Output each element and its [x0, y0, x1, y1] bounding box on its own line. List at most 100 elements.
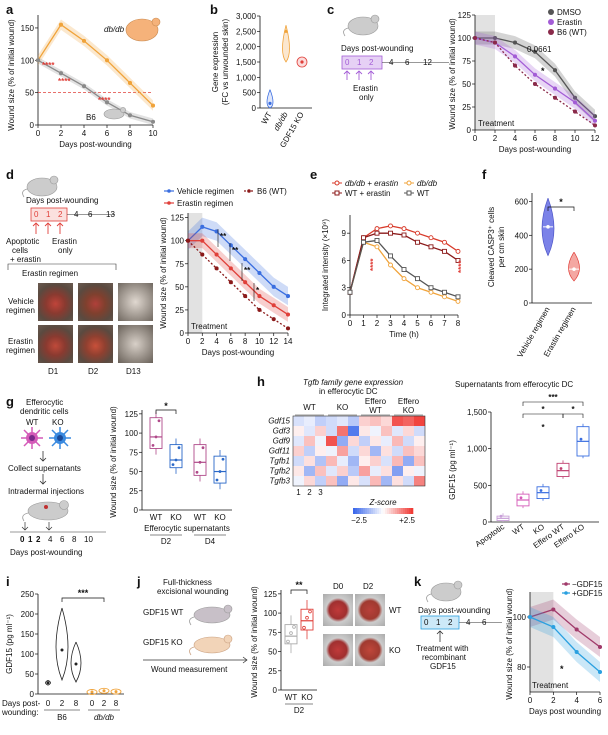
e-ytick-label: 3: [342, 284, 347, 293]
c-series-erastin-point: [512, 54, 518, 59]
heatmap-cell: [381, 456, 392, 466]
j-title-1: Full-thickness: [163, 578, 212, 587]
e-xtick-label: 2: [375, 319, 380, 328]
f-ylabel-1: Cleaved CASP3⁺ cells: [487, 207, 496, 287]
d-series-b6-point: [257, 307, 262, 312]
d-series-erastin-point: [228, 266, 233, 271]
d-star-3: *: [256, 286, 260, 295]
heatmap-cell: [370, 476, 381, 486]
zscore-bar-segment: [397, 508, 400, 514]
heatmap-cell: [381, 416, 392, 426]
f-ytick-label: 200: [515, 265, 529, 274]
j-ytick-label: 25: [268, 667, 277, 676]
e-series-dbdb-erastin-point: [374, 226, 380, 232]
panel-label-c: c: [327, 2, 335, 17]
d-xtick-label: 14: [284, 337, 293, 346]
timeline-day-k-3: 4: [466, 618, 471, 627]
d-series-erastin-point: [285, 312, 291, 317]
g-point-3-1: [218, 470, 222, 473]
wound-photo-wt-d0: [323, 594, 353, 626]
k-series-plus-point: [574, 649, 579, 655]
heatmap-cell: [359, 456, 370, 466]
d-ytick-label: 100: [171, 237, 185, 246]
i-ytick-label: 100: [21, 650, 35, 659]
panel-b: b 0 500 1,000 1,500 2,000 2,500 3,000 Gene expr…: [208, 0, 318, 150]
i-point-1: [60, 648, 64, 652]
zscore-bar-segment: [369, 508, 372, 514]
c-xlabel: Days post-wounding: [499, 145, 571, 154]
i-xtick-1: 2: [60, 699, 65, 708]
e-series-wt-point: [455, 294, 461, 300]
a-ytick-label: 100: [21, 56, 35, 65]
e-series-wt-erastin-point: [455, 258, 461, 263]
j-xcat-ko: KO: [301, 693, 313, 702]
heatmap-group-effero-ko-2: KO: [403, 406, 415, 415]
e-legend-marker-0: [334, 180, 340, 186]
heatmap-cell: [326, 456, 337, 466]
g-group-d4: D4: [205, 537, 216, 546]
c-series-dmso-point: [492, 35, 498, 41]
j-point-0-2: [292, 625, 296, 629]
h-star-2: *: [571, 405, 575, 414]
heatmap-row-label-4: Tgfb1: [270, 457, 290, 466]
c-series-b6-point: [532, 81, 538, 87]
heatmap-group-effero-ko-1: Effero: [398, 397, 420, 406]
heatmap-group-ko: KO: [337, 403, 349, 412]
wound-photo-vehicle-d1: [38, 283, 73, 321]
d-legend-label-1: Erastin regimen: [177, 199, 233, 208]
k-xtick-label: 0: [528, 696, 533, 705]
e-series-dbdb-erastin-point: [415, 230, 420, 236]
e-series-wt-erastin-point: [428, 244, 434, 250]
e-series-wt-point: [428, 285, 434, 291]
d-series-erastin-band: [188, 233, 288, 322]
d-xtick-label: 6: [229, 337, 234, 346]
mouse-icon-c: [343, 14, 380, 37]
heatmap-cell: [414, 426, 425, 436]
a-xlabel: Days post-wounding: [59, 140, 131, 149]
f-ylabel-2: per cm skin: [497, 227, 506, 268]
timeline-day-g-0: 0: [20, 535, 25, 544]
timeline-day-g-3: 4: [48, 535, 53, 544]
heatmap-cell: [293, 426, 304, 436]
arrow-right-icon: [143, 656, 248, 664]
c-legend-label-2: B6 (WT): [557, 28, 587, 37]
chart-k: 80 100 0 2 4 6 Wound size (% of initial wound)…: [505, 580, 603, 716]
heatmap-col-num-2: 3: [318, 488, 323, 497]
d-series-b6-point: [271, 317, 276, 322]
heatmap-cell: [359, 446, 370, 456]
heatmap-cell: [315, 476, 326, 486]
zscore-bar-segment: [409, 508, 412, 514]
k-series-plus-band: [530, 607, 600, 682]
a-ylabel: Wound size (% of initial wound): [7, 19, 16, 131]
zscore-bar-segment: [407, 508, 410, 514]
photo-col-d0: D0: [333, 582, 344, 591]
b-ylabel-2: (FC vs unwounded skin): [221, 19, 230, 106]
heatmap-title-1: Tgfb family gene expression: [303, 378, 404, 387]
zscore-bar-segment: [365, 508, 368, 514]
heatmap-cell: [392, 416, 403, 426]
timeline-day-g-5: 8: [72, 535, 77, 544]
timeline-day-c-0: 0: [345, 58, 350, 67]
row-label-erastin-2: regimen: [6, 346, 35, 355]
c-legend-swatch-1: [548, 19, 554, 25]
zscore-bar-segment: [387, 508, 390, 514]
heatmap-cell: [381, 476, 392, 486]
a-mouse2-head: [120, 107, 126, 113]
f-sig-bracket: [547, 206, 575, 211]
panel-label-i: i: [6, 574, 10, 589]
d-legend-label-0: Vehicle regimen: [177, 187, 234, 196]
zscore-bar-segment: [395, 508, 398, 514]
e-series-wt-point: [374, 238, 380, 243]
e-ytick-label: 6: [342, 256, 347, 265]
heatmap-cell: [326, 476, 337, 486]
zscore-bar-segment: [361, 508, 364, 514]
heatmap-row-label-1: Gdf3: [273, 427, 291, 436]
e-legend-marker-3: [406, 190, 412, 196]
col-label-d13: D13: [126, 367, 141, 376]
e-star-1: ****: [369, 258, 378, 271]
k-series-plus-point: [597, 669, 603, 675]
d-series-b6-point: [285, 326, 291, 331]
c-series-dmso-point: [572, 95, 578, 100]
i-violin-dbdb-5: [110, 688, 122, 695]
